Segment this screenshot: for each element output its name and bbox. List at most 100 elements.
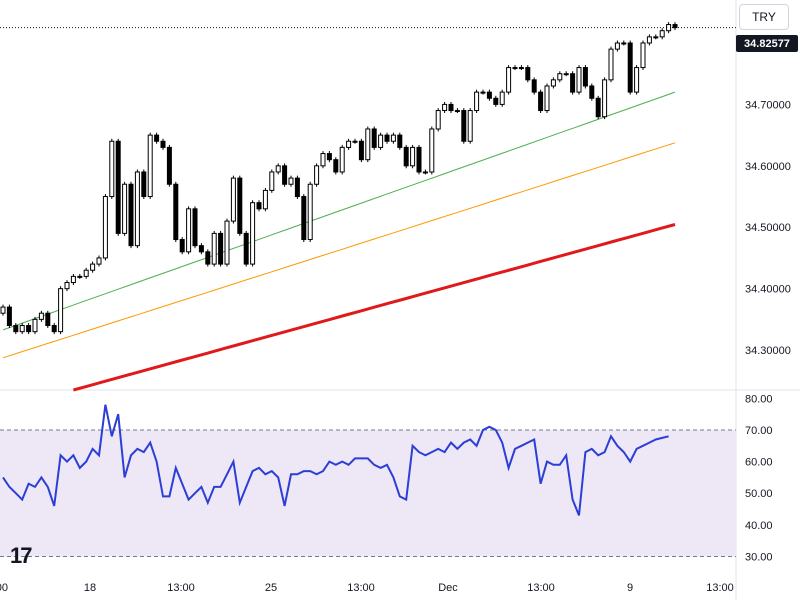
last-price-label: 34.82577 <box>736 35 798 52</box>
candle-body <box>365 128 371 161</box>
candle-body <box>442 103 448 112</box>
candle <box>90 261 96 273</box>
candle <box>525 65 531 83</box>
candle <box>250 200 256 267</box>
candle-body <box>371 128 377 148</box>
candle-body <box>429 128 435 173</box>
candle-body <box>422 171 428 174</box>
candle <box>230 175 236 224</box>
candle-body <box>6 306 12 327</box>
candle-body <box>454 110 460 113</box>
candle <box>435 108 441 132</box>
rsi-tick-label: 40.00 <box>745 520 773 532</box>
candle-body <box>467 110 473 142</box>
candle <box>288 175 294 187</box>
candle-body <box>589 85 595 99</box>
candle-body <box>480 91 486 94</box>
candle <box>77 273 83 279</box>
rsi-tick-label: 70.00 <box>745 425 773 437</box>
candle-body <box>659 30 665 38</box>
candle <box>38 310 44 322</box>
candle <box>102 194 108 261</box>
candle <box>653 34 659 40</box>
candle-body <box>26 325 32 333</box>
candle-body <box>160 140 166 148</box>
candle <box>205 249 211 267</box>
candle-body <box>640 42 646 69</box>
candle <box>320 151 326 169</box>
candle-body <box>230 177 236 222</box>
candle <box>358 138 364 163</box>
candle <box>474 89 480 114</box>
time-tick-label: 25 <box>265 582 277 594</box>
candle-body <box>58 288 64 333</box>
candle-body <box>102 196 108 259</box>
candle <box>224 218 230 267</box>
candle-body <box>614 42 620 50</box>
candle-body <box>595 97 601 118</box>
candle-body <box>64 282 70 290</box>
candle <box>32 316 38 335</box>
candle-body <box>358 140 364 161</box>
candle <box>269 169 275 193</box>
candle <box>45 310 51 328</box>
candle <box>640 40 646 71</box>
candle-body <box>333 159 339 173</box>
rsi-band <box>0 429 736 557</box>
currency-selector[interactable]: TRY <box>739 4 789 30</box>
candle <box>192 206 198 249</box>
candle-body <box>0 306 6 314</box>
time-tick-label: 13:00 <box>706 582 734 594</box>
candle-body <box>627 42 633 93</box>
candle-body <box>512 67 518 70</box>
candle <box>422 169 428 175</box>
candle <box>166 144 172 187</box>
candle <box>627 40 633 95</box>
candle-body <box>390 134 396 142</box>
candle <box>26 323 32 335</box>
candle <box>531 77 537 95</box>
candle <box>672 22 678 31</box>
candle <box>134 169 140 249</box>
candle <box>147 132 153 199</box>
candle-body <box>576 67 582 93</box>
candle <box>352 138 358 144</box>
candle-body <box>570 73 576 93</box>
candle <box>154 132 160 144</box>
candle-body <box>77 275 83 278</box>
ma-mid-line <box>2 142 676 359</box>
tradingview-logo[interactable]: 17 <box>10 543 33 568</box>
candle <box>582 65 588 89</box>
candle-body <box>269 171 275 191</box>
candle-body <box>83 269 89 277</box>
price-tick-label: 34.30000 <box>745 345 791 357</box>
time-tick-label: 18 <box>84 582 96 594</box>
price-tick-label: 34.40000 <box>745 284 791 296</box>
candle-body <box>326 153 332 161</box>
candle-body <box>339 146 345 173</box>
candle-body <box>51 325 57 333</box>
candle <box>557 71 563 83</box>
time-tick-label: 13:00 <box>167 582 195 594</box>
candle-body <box>262 189 268 210</box>
candle-body <box>602 79 608 118</box>
time-tick-label: 9 <box>627 582 633 594</box>
candle <box>634 65 640 95</box>
candle <box>70 273 76 285</box>
candle-body <box>544 85 550 112</box>
candle-body <box>90 263 96 271</box>
candle-body <box>96 257 102 265</box>
candle-body <box>352 140 358 143</box>
candle-body <box>275 165 281 173</box>
candle <box>429 126 435 175</box>
candle <box>602 77 608 120</box>
candle <box>538 89 544 114</box>
price-tick-label: 34.50000 <box>745 222 791 234</box>
candle-body <box>506 67 512 93</box>
candle-body <box>531 79 537 93</box>
candle <box>160 138 166 150</box>
candle <box>467 108 473 144</box>
time-tick-label: :00 <box>0 582 8 594</box>
candle-body <box>186 208 192 253</box>
candle-body <box>646 36 652 44</box>
